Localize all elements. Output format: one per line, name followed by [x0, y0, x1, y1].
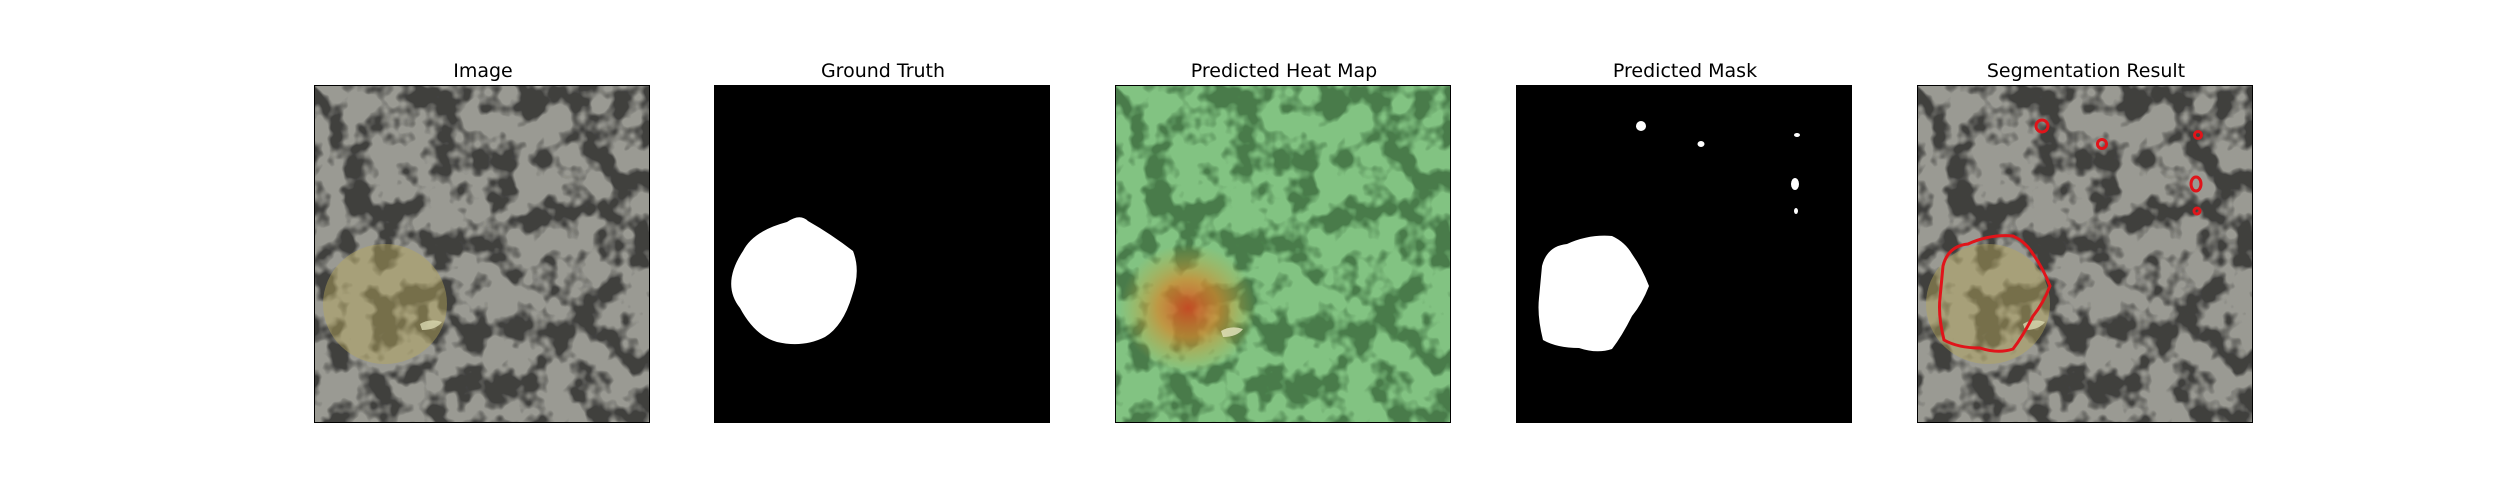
- defect-glint: [420, 320, 442, 330]
- ground-truth-mask: [715, 86, 1049, 422]
- panel-title-heat-map: Predicted Heat Map: [1190, 60, 1378, 82]
- predicted-spot: [1791, 178, 1799, 190]
- image-view: [315, 86, 649, 422]
- panel-heat-map: [1115, 85, 1451, 423]
- heat-map-view: [1116, 86, 1450, 422]
- defect-region: [1926, 244, 2050, 364]
- segmentation-contour: [1938, 234, 2052, 353]
- panel-title-ground-truth: Ground Truth: [820, 60, 946, 82]
- panel-title-segmentation-result: Segmentation Result: [1986, 60, 2186, 82]
- predicted-spot: [1794, 133, 1800, 137]
- predicted-spot: [1697, 141, 1705, 147]
- predicted-spot: [1636, 121, 1646, 131]
- predicted-mask-view: [1517, 86, 1851, 422]
- panel-title-image: Image: [453, 60, 513, 82]
- predicted-spot: [1794, 208, 1798, 214]
- panel-image: [314, 85, 650, 423]
- segmentation-contour-spot: [2193, 130, 2203, 140]
- segmentation-contour-spot: [2189, 175, 2203, 193]
- panel-ground-truth: [714, 85, 1050, 423]
- texture-dark-spots: [315, 86, 649, 422]
- panel-predicted-mask: [1516, 85, 1852, 423]
- predicted-main-blob: [1538, 235, 1649, 352]
- defect-region: [323, 244, 447, 364]
- heat-glint: [1221, 327, 1243, 337]
- panel-segmentation-result: [1917, 85, 2253, 423]
- heat-hotspot: [1120, 244, 1256, 372]
- segmentation-contour-spot: [2096, 138, 2108, 150]
- ground-truth-blob: [731, 217, 857, 345]
- segmentation-contour-spot: [2034, 118, 2050, 134]
- panel-title-predicted-mask: Predicted Mask: [1612, 60, 1758, 82]
- segmentation-contour-spot: [2192, 206, 2202, 216]
- texture-dark-spots: [1918, 86, 2252, 422]
- segmentation-result-view: [1918, 86, 2252, 422]
